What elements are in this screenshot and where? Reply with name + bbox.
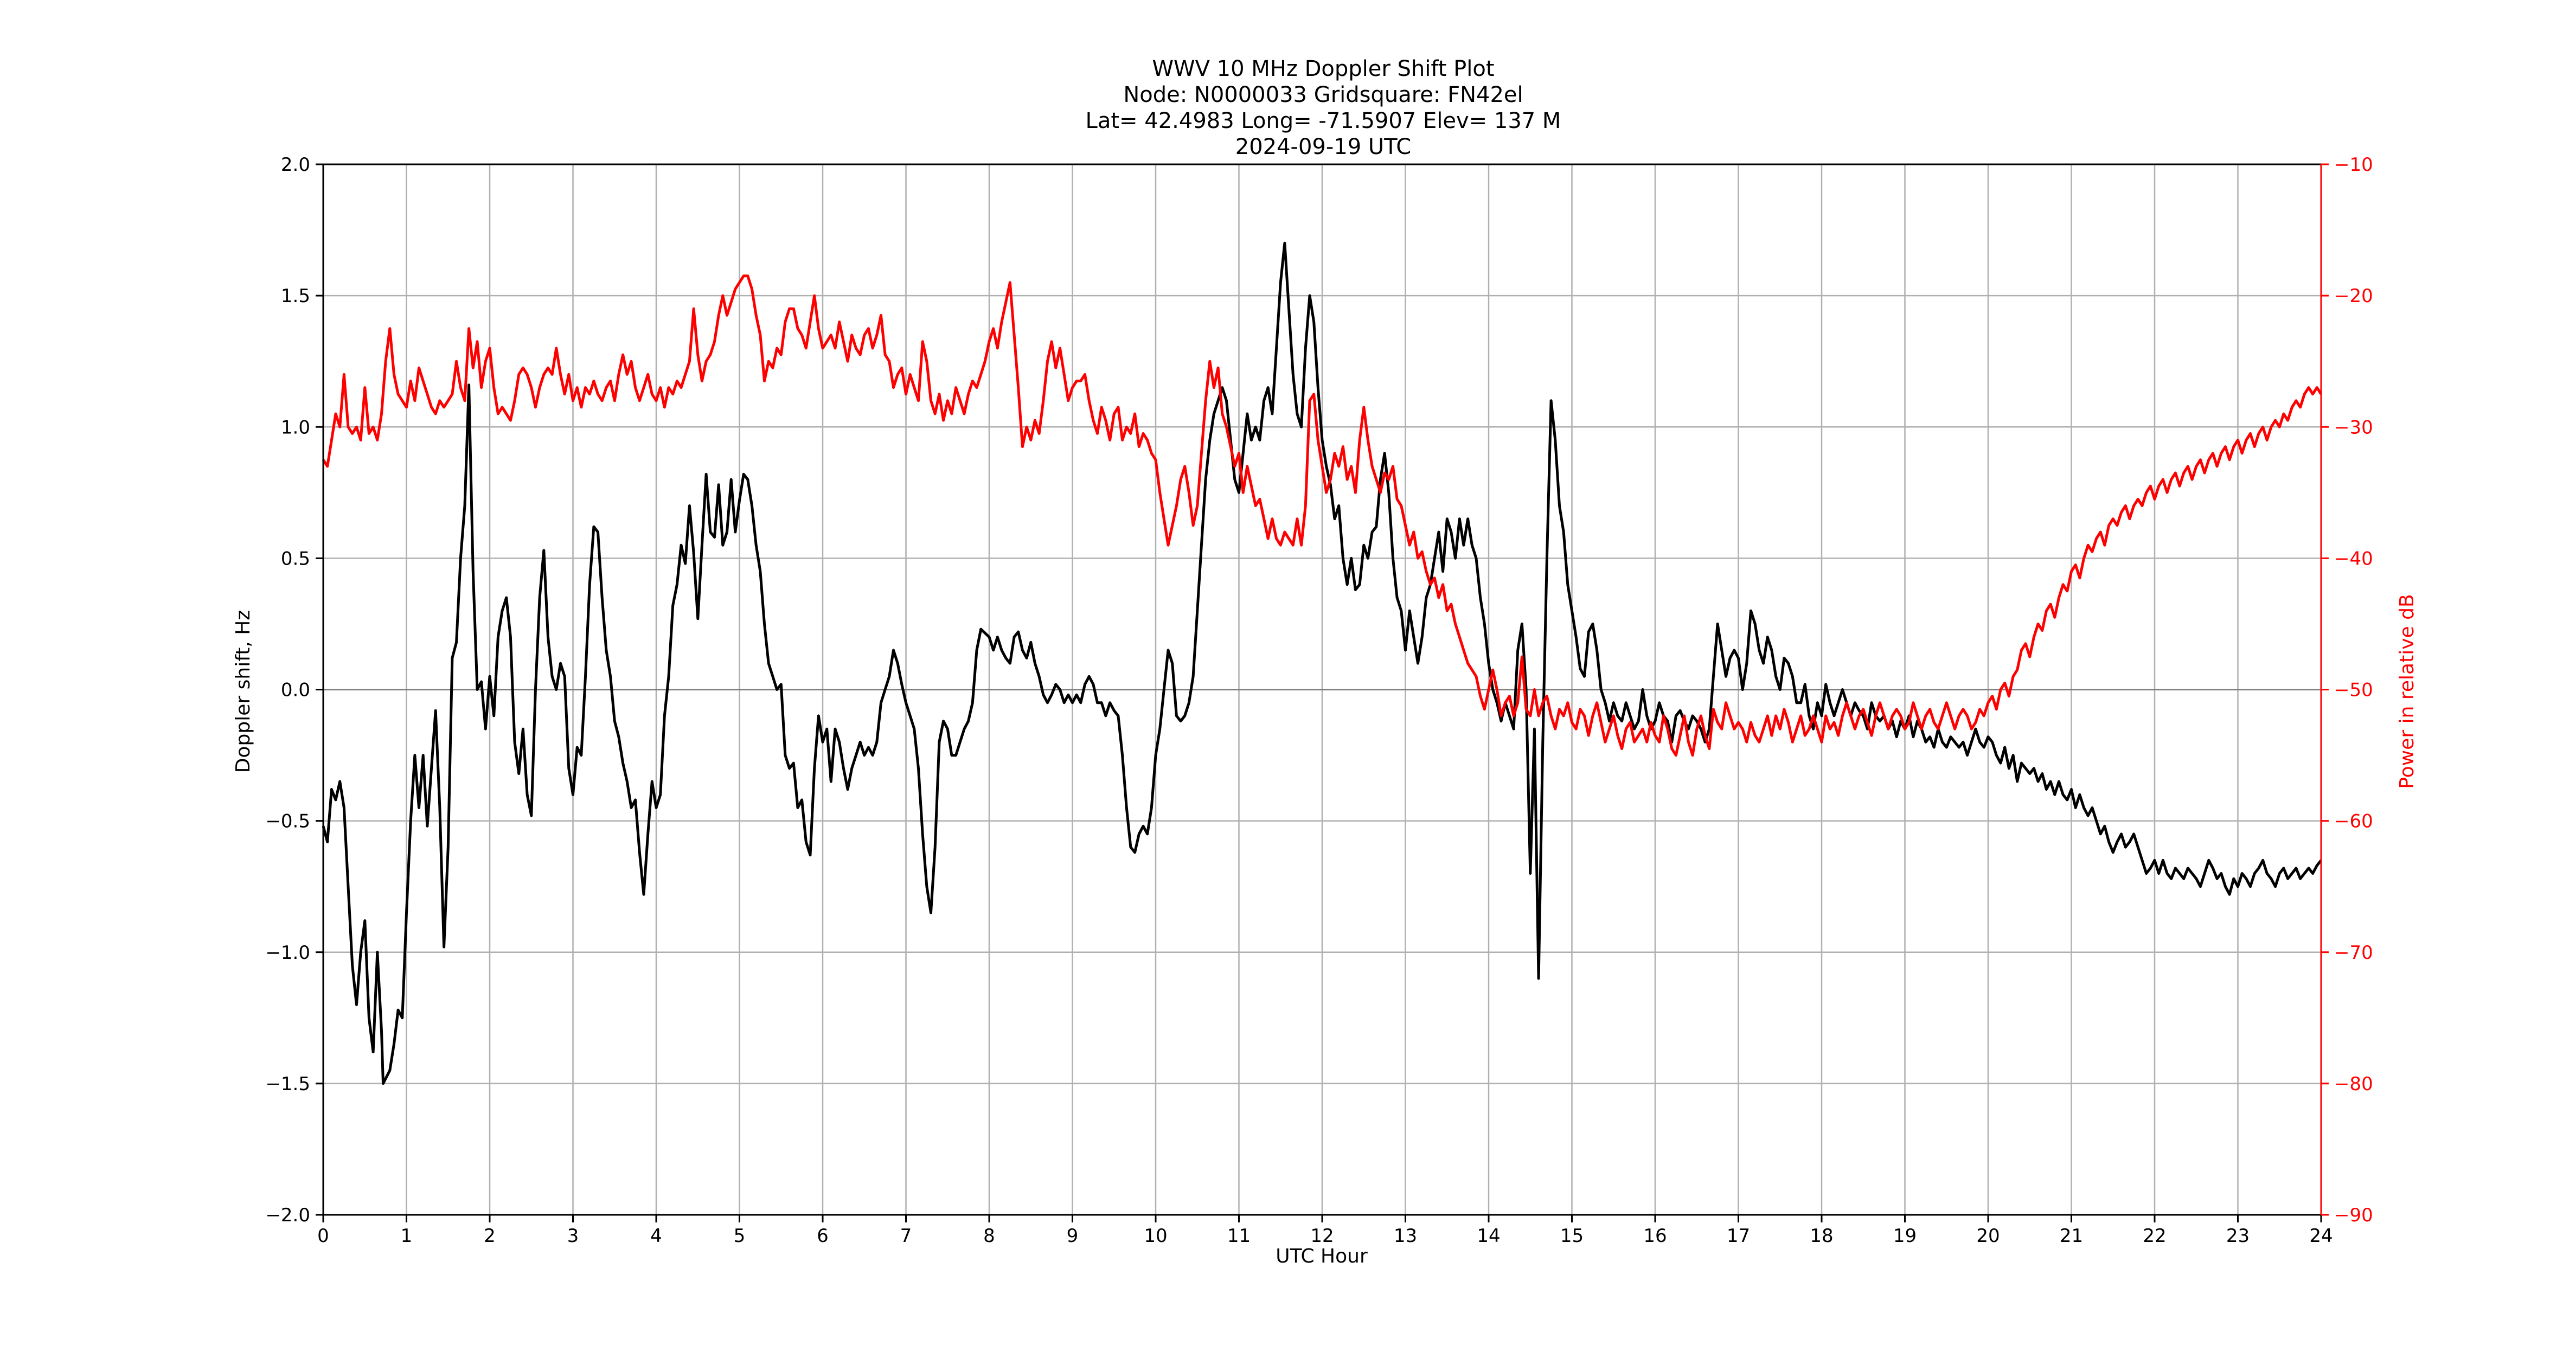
x-tick-label: 19 [1893, 1225, 1917, 1247]
x-tick-label: 21 [2060, 1225, 2083, 1247]
chart-title-line: 2024-09-19 UTC [1235, 134, 1411, 159]
y-right-tick-label: −40 [2334, 548, 2373, 569]
tick-labels: 0 1 2 3 4 5 6 7 8 9 10 11 12 13 14 15 16 17 18 19 20 21 22 23 24… [265, 154, 2373, 1247]
x-tick-label: 2 [484, 1225, 496, 1247]
x-tick-label: 6 [817, 1225, 829, 1247]
y-left-tick-label: 0.5 [281, 548, 310, 569]
x-tick-label: 14 [1477, 1225, 1500, 1247]
x-tick-label: 13 [1394, 1225, 1417, 1247]
x-tick-label: 3 [567, 1225, 579, 1247]
x-tick-label: 17 [1727, 1225, 1750, 1247]
x-tick-label: 18 [1810, 1225, 1833, 1247]
y-right-tick-label: −80 [2334, 1073, 2373, 1095]
chart-title-line: Lat= 42.4983 Long= -71.5907 Elev= 137 M [1086, 108, 1561, 133]
x-tick-label: 11 [1227, 1225, 1251, 1247]
x-tick-label: 4 [650, 1225, 662, 1247]
y-right-tick-label: −50 [2334, 680, 2373, 701]
x-tick-label: 24 [2309, 1225, 2333, 1247]
y-left-tick-label: −1.0 [265, 942, 310, 964]
x-tick-label: 15 [1560, 1225, 1584, 1247]
x-tick-label: 10 [1144, 1225, 1167, 1247]
y-left-tick-label: 0.0 [281, 680, 310, 701]
x-axis-label: UTC Hour [1276, 1245, 1368, 1267]
y-left-tick-label: 1.0 [281, 417, 310, 438]
y-right-tick-label: −30 [2334, 417, 2373, 438]
doppler-series-line [322, 241, 2322, 1085]
x-tick-label: 0 [317, 1225, 329, 1247]
chart-title-line: WWV 10 MHz Doppler Shift Plot [1152, 56, 1494, 81]
y-left-tick-label: 2.0 [281, 154, 310, 176]
x-tick-label: 12 [1310, 1225, 1334, 1247]
y-right-tick-label: −90 [2334, 1205, 2373, 1226]
y-axis-label-right: Power in relative dB [2396, 594, 2418, 789]
power-series-line [322, 274, 2323, 757]
y-axis-label-left: Doppler shift, Hz [232, 610, 254, 773]
x-tick-label: 1 [401, 1225, 413, 1247]
x-tick-label: 5 [734, 1225, 746, 1247]
chart-title-line: Node: N0000033 Gridsquare: FN42el [1123, 82, 1523, 107]
y-right-tick-label: −10 [2334, 154, 2373, 176]
y-left-tick-label: −0.5 [265, 811, 310, 832]
series-lines [322, 241, 2323, 1085]
y-right-tick-label: −70 [2334, 942, 2373, 964]
y-left-tick-label: −1.5 [265, 1073, 310, 1095]
x-tick-label: 9 [1067, 1225, 1079, 1247]
grid-lines [322, 163, 2322, 1216]
x-tick-label: 7 [900, 1225, 912, 1247]
x-tick-label: 20 [1976, 1225, 2000, 1247]
x-tick-label: 22 [2143, 1225, 2166, 1247]
y-right-tick-label: −60 [2334, 811, 2373, 832]
x-tick-label: 23 [2226, 1225, 2250, 1247]
x-tick-label: 16 [1643, 1225, 1667, 1247]
y-left-tick-label: −2.0 [265, 1205, 310, 1226]
y-left-tick-label: 1.5 [281, 285, 310, 307]
chart-title: WWV 10 MHz Doppler Shift Plot Node: N000… [1086, 56, 1561, 159]
x-tick-label: 8 [983, 1225, 995, 1247]
y-right-tick-label: −20 [2334, 285, 2373, 307]
